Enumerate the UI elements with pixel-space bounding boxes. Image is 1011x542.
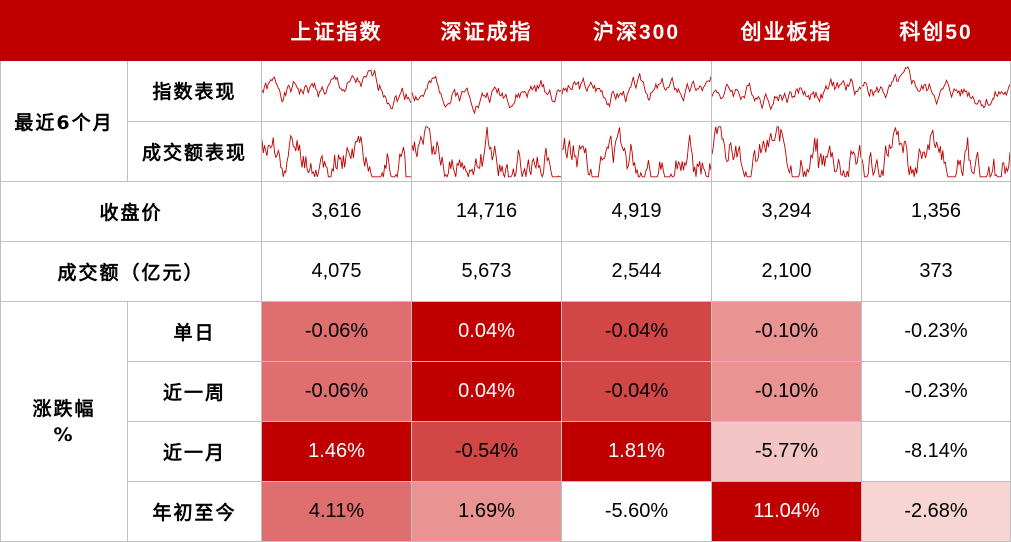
change-ytd-star50: -2.68% (861, 481, 1011, 542)
col-header-shanghai: 上证指数 (261, 0, 412, 61)
sparkline-path (412, 125, 561, 178)
change-month-star50: -8.14% (861, 421, 1011, 483)
volume-perf-label: 成交额表现 (127, 120, 262, 183)
col-header-chinext: 创业板指 (711, 0, 862, 61)
change-month-csi300: 1.81% (561, 421, 712, 483)
turnover-shanghai: 4,075 (261, 241, 412, 303)
change-month-shenzhen: -0.54% (411, 421, 562, 483)
volume-sparkline-csi300 (562, 126, 711, 177)
change-ytd-shanghai: 4.11% (261, 481, 412, 542)
index-perf-label: 指数表现 (127, 60, 262, 122)
index-sparkline-chinext (712, 77, 861, 111)
volume-sparkline-chinext (712, 125, 861, 177)
change-pct-label-line1: 涨跌幅 (32, 397, 96, 420)
close-price-shenzhen: 14,716 (411, 181, 562, 243)
turnover-csi300: 2,544 (561, 241, 712, 303)
close-price-row: 收盘价 3,616 14,716 4,919 3,294 1,356 (0, 181, 1011, 243)
col-header-csi300: 沪深300 (561, 0, 712, 61)
header-corner (0, 0, 262, 61)
col-header-star50: 科创50 (861, 0, 1011, 61)
index-sparkline-shenzhen (412, 75, 561, 115)
sparkline-path (562, 73, 711, 108)
change-day-csi300: -0.04% (561, 301, 712, 363)
change-month-chinext: -5.77% (711, 421, 862, 483)
sparkline-path (862, 126, 1010, 178)
change-row-ytd: 年初至今 4.11% 1.69% -5.60% 11.04% -2.68% (1, 481, 1011, 542)
index-sparkline-csi300 (562, 73, 711, 108)
sparkline-path (712, 77, 861, 111)
change-ytd-csi300: -5.60% (561, 481, 712, 542)
index-sparkline-star50 (862, 66, 1010, 109)
volume-sparkline-star50 (862, 126, 1010, 178)
recent-6m-label: 最近6个月 (0, 59, 128, 183)
change-ytd-shenzhen: 1.69% (411, 481, 562, 542)
close-price-label: 收盘价 (0, 181, 262, 243)
close-price-star50: 1,356 (861, 181, 1011, 243)
header-row: 上证指数 深证成指 沪深300 创业板指 科创50 (0, 0, 1011, 61)
change-row-week: 近一周 -0.06% 0.04% -0.04% -0.10% -0.23% (1, 361, 1011, 423)
sparkline-path (262, 69, 411, 110)
change-week-csi300: -0.04% (561, 361, 712, 423)
volume-sparkline-shenzhen (412, 125, 561, 178)
close-price-csi300: 4,919 (561, 181, 712, 243)
col-header-shenzhen: 深证成指 (411, 0, 562, 61)
change-week-shenzhen: 0.04% (411, 361, 562, 423)
change-period-day: 单日 (127, 301, 262, 363)
change-day-shenzhen: 0.04% (411, 301, 562, 363)
sparkline-path (862, 66, 1010, 109)
change-period-month: 近一月 (127, 421, 262, 483)
turnover-star50: 373 (861, 241, 1011, 303)
sparkline-path (712, 125, 861, 177)
turnover-label: 成交额（亿元） (0, 241, 262, 303)
close-price-shanghai: 3,616 (261, 181, 412, 243)
turnover-shenzhen: 5,673 (411, 241, 562, 303)
volume-perf-row: 成交额表现 (1, 120, 1011, 183)
change-month-shanghai: 1.46% (261, 421, 412, 483)
change-row-day: 涨跌幅 % 单日 -0.06% 0.04% -0.04% -0.10% -0.2… (0, 301, 1011, 542)
change-pct-label-line2: % (53, 423, 75, 446)
close-price-chinext: 3,294 (711, 181, 862, 243)
volume-sparkline-shanghai (262, 133, 411, 178)
change-day-shanghai: -0.06% (261, 301, 412, 363)
change-week-shanghai: -0.06% (261, 361, 412, 423)
index-sparkline-shanghai (262, 69, 411, 110)
sparkline-path (412, 75, 561, 115)
change-pct-label: 涨跌幅 % (0, 301, 128, 542)
change-day-chinext: -0.10% (711, 301, 862, 363)
change-ytd-chinext: 11.04% (711, 481, 862, 542)
change-period-week: 近一周 (127, 361, 262, 423)
turnover-row: 成交额（亿元） 4,075 5,673 2,544 2,100 373 (0, 241, 1011, 303)
change-week-star50: -0.23% (861, 361, 1011, 423)
index-perf-row: 最近6个月 指数表现 (0, 59, 1011, 183)
change-week-chinext: -0.10% (711, 361, 862, 423)
change-row-month: 近一月 1.46% -0.54% 1.81% -5.77% -8.14% (1, 421, 1011, 483)
sparkline-path (262, 133, 411, 178)
change-day-star50: -0.23% (861, 301, 1011, 363)
change-period-ytd: 年初至今 (127, 481, 262, 542)
turnover-chinext: 2,100 (711, 241, 862, 303)
sparkline-path (562, 126, 711, 177)
